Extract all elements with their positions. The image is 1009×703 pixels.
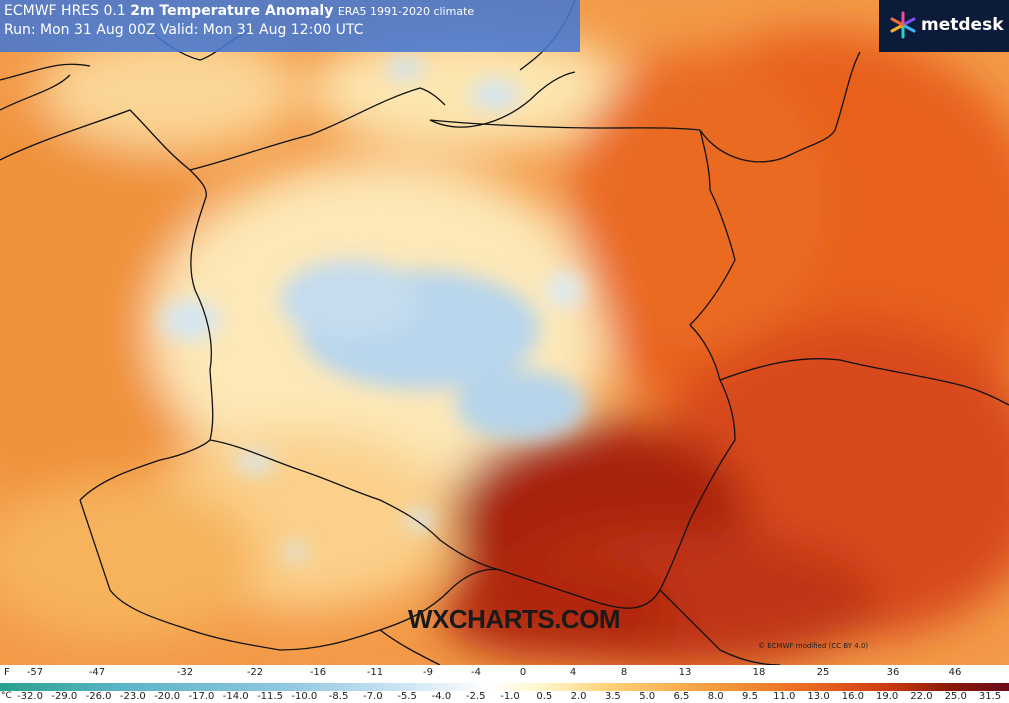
legend-c-label: 3.5 bbox=[604, 691, 621, 702]
legend-c-label: -7.0 bbox=[363, 691, 383, 702]
color-legend: F °C -57 -47 -32 -22 -16 -11 -9 -4 0 4 8 13 18 25 36 46… bbox=[0, 665, 1009, 703]
legend-c-label: -8.5 bbox=[328, 691, 349, 702]
legend-c-label: -17.0 bbox=[188, 691, 215, 702]
legend-c-label: -20.0 bbox=[154, 691, 181, 702]
climate-reference: ERA5 1991-2020 climate bbox=[337, 5, 475, 18]
model-name: ECMWF HRES 0.1 bbox=[4, 3, 126, 19]
chart-title: ECMWF HRES 0.1 2m Temperature Anomaly ER… bbox=[4, 3, 474, 19]
legend-unit-c: °C bbox=[1, 691, 12, 701]
legend-c-label: -29.0 bbox=[51, 691, 78, 702]
legend-f-label: 4 bbox=[569, 667, 577, 678]
legend-f-label: -22 bbox=[246, 667, 264, 678]
legend-f-label: -47 bbox=[88, 667, 106, 678]
legend-f-label: 25 bbox=[816, 667, 830, 678]
copyright-notice: © ECMWF modified (CC BY 4.0) bbox=[758, 642, 869, 650]
logo-text: metdesk bbox=[921, 15, 1004, 35]
legend-c-label: 8.0 bbox=[707, 691, 724, 702]
legend-c-label: 2.0 bbox=[570, 691, 587, 702]
parameter-name: 2m Temperature Anomaly bbox=[130, 3, 334, 19]
legend-c-label: 31.5 bbox=[978, 691, 1002, 702]
legend-colorbar bbox=[0, 683, 1009, 691]
legend-f-label: -4 bbox=[471, 667, 481, 678]
legend-f-label: -11 bbox=[366, 667, 384, 678]
legend-c-label: 9.5 bbox=[742, 691, 758, 702]
legend-c-label: 11.0 bbox=[773, 691, 796, 702]
metdesk-logo: metdesk bbox=[879, 0, 1009, 52]
legend-c-label: 13.0 bbox=[807, 691, 830, 702]
legend-unit-f: F bbox=[4, 667, 10, 678]
legend-c-label: 5.0 bbox=[639, 691, 656, 702]
legend-c-label: -11.5 bbox=[257, 691, 283, 702]
legend-f-label: 18 bbox=[752, 667, 766, 678]
legend-c-label: -14.0 bbox=[222, 691, 249, 702]
temperature-anomaly-map bbox=[0, 0, 1009, 665]
metdesk-star-icon bbox=[890, 11, 916, 39]
legend-f-label: 36 bbox=[886, 667, 900, 678]
legend-f-label: 8 bbox=[620, 667, 628, 678]
watermark: WXCHARTS.COM bbox=[408, 604, 621, 634]
legend-f-label: 0 bbox=[519, 667, 527, 678]
legend-c-label: 6.5 bbox=[673, 691, 690, 702]
legend-c-label: 0.5 bbox=[536, 691, 553, 702]
legend-c-label: -26.0 bbox=[85, 691, 112, 702]
title-panel: ECMWF HRES 0.1 2m Temperature Anomaly ER… bbox=[0, 0, 580, 52]
legend-c-label: 19.0 bbox=[876, 691, 899, 702]
legend-f-label: -16 bbox=[309, 667, 327, 678]
legend-c-label: -1.0 bbox=[500, 691, 520, 702]
legend-f-label: -9 bbox=[423, 667, 433, 678]
legend-c-label: 25.0 bbox=[944, 691, 967, 702]
legend-f-label: 13 bbox=[678, 667, 692, 678]
legend-c-label: -4.0 bbox=[431, 691, 452, 702]
legend-c-label: -2.5 bbox=[465, 691, 486, 702]
country-borders bbox=[0, 0, 1009, 665]
legend-c-label: -32.0 bbox=[17, 691, 43, 702]
run-valid-line: Run: Mon 31 Aug 00Z Valid: Mon 31 Aug 12… bbox=[4, 22, 364, 38]
legend-c-label: -10.0 bbox=[291, 691, 318, 702]
legend-c-label: -5.5 bbox=[397, 691, 417, 702]
legend-f-label: -57 bbox=[26, 667, 44, 678]
legend-c-label: -23.0 bbox=[119, 691, 146, 702]
legend-f-label: -32 bbox=[176, 667, 194, 678]
legend-c-label: 16.0 bbox=[841, 691, 864, 702]
legend-f-label: 46 bbox=[948, 667, 962, 678]
legend-c-label: 22.0 bbox=[910, 691, 933, 702]
